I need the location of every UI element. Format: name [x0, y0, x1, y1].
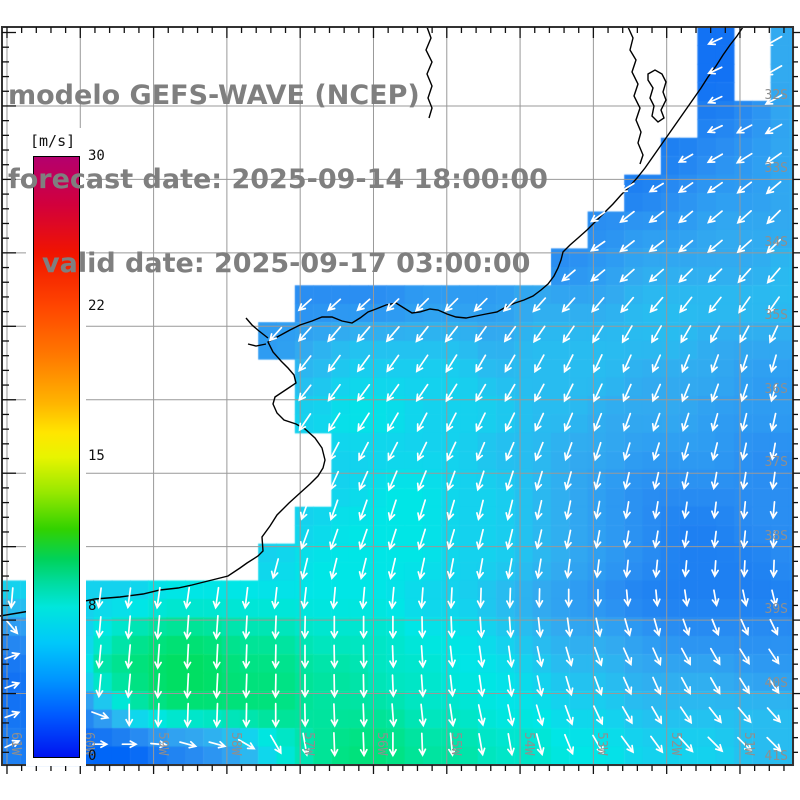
lat-label-38S: 38S [764, 528, 788, 544]
lat-label-33S: 33S [764, 161, 788, 177]
lon-label-59W: 59W [154, 732, 170, 756]
colorbar-tick-0: 0 [88, 748, 97, 764]
colorbar-tick-30: 30 [88, 148, 105, 164]
axes-frame-ticks [1, 26, 800, 774]
lat-label-36S: 36S [764, 381, 788, 397]
lagoon-blob [647, 69, 667, 123]
lon-label-61W: 61W [7, 732, 23, 756]
colorbar-unit-label: [m/s] [30, 132, 76, 150]
map-border [1, 26, 794, 766]
lon-label-56W: 56W [374, 732, 390, 756]
lat-label-35S: 35S [764, 308, 788, 324]
lat-label-39S: 39S [764, 602, 788, 618]
lon-label-53W: 53W [594, 732, 610, 756]
lon-label-54W: 54W [521, 732, 537, 756]
lon-label-57W: 57W [301, 732, 317, 756]
lon-label-55W: 55W [447, 732, 463, 756]
wind-arrows [4, 35, 783, 758]
lon-label-52W: 52W [667, 732, 683, 756]
lat-label-34S: 34S [764, 234, 788, 250]
lat-label-32S: 32S [764, 87, 788, 103]
lat-label-37S: 37S [764, 455, 788, 471]
lat-label-41S: 41S [764, 749, 788, 764]
river-delta-1 [245, 317, 269, 339]
wind-arrow-paths [4, 35, 783, 758]
lagoon-line [627, 26, 644, 165]
river-north [425, 26, 433, 119]
colorbar-tick-8: 8 [88, 598, 97, 614]
colorbar-tick-22: 22 [88, 298, 105, 314]
grid-lines [2, 27, 793, 765]
valid-date: valid date: 2025-09-17 03:00:00 [42, 248, 531, 279]
forecast-date: forecast date: 2025-09-14 18:00:00 [8, 164, 548, 195]
map-titles: modelo GEFS-WAVE (NCEP) forecast date: 2… [8, 26, 548, 334]
river-delta-2 [247, 343, 267, 347]
lon-label-58W: 58W [227, 732, 243, 756]
colorbar-tick-15: 15 [88, 448, 105, 464]
lat-label-40S: 40S [764, 675, 788, 691]
colorbar-gradient [33, 156, 80, 758]
model-title: modelo GEFS-WAVE (NCEP) [8, 80, 420, 111]
